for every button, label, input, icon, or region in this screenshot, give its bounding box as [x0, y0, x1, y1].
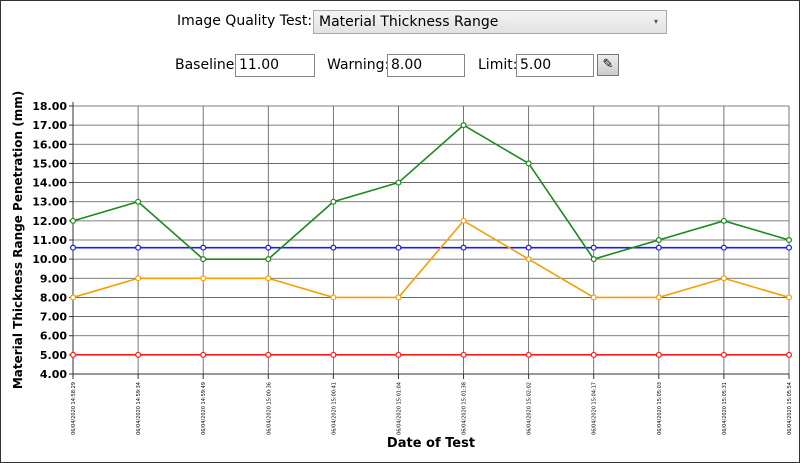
y-tick-label: 17.00 [32, 119, 67, 132]
data-point-limit [655, 351, 662, 358]
chevron-down-icon: ▾ [653, 17, 658, 26]
data-point-secondary [720, 275, 727, 282]
data-point-secondary [395, 294, 402, 301]
data-point-limit [69, 351, 76, 358]
iqt-label: Image Quality Test: [177, 13, 313, 29]
data-point-baseline [200, 244, 207, 251]
baseline-input[interactable]: 11.00 [235, 54, 315, 77]
iqt-select[interactable]: Material Thickness Range ▾ [313, 10, 667, 34]
x-tick-label: 06/04/2020 15:00:36 [266, 382, 272, 435]
data-point-secondary [525, 256, 532, 263]
data-point-measured [69, 217, 76, 224]
y-tick-label: 12.00 [32, 215, 67, 228]
data-point-measured [330, 198, 337, 205]
data-point-limit [330, 351, 337, 358]
warning-label: Warning: [327, 57, 390, 73]
limit-input[interactable]: 5.00 [516, 54, 594, 77]
x-tick-label: 06/04/2020 15:05:31 [722, 382, 728, 435]
y-tick-label: 7.00 [40, 311, 67, 324]
data-point-limit [200, 351, 207, 358]
iqt-value: Material Thickness Range [319, 14, 499, 30]
data-point-baseline [785, 244, 792, 251]
x-tick-label: 06/04/2020 15:05:03 [657, 382, 663, 435]
data-point-baseline [720, 244, 727, 251]
y-tick-label: 11.00 [32, 234, 67, 247]
x-tick-label: 06/04/2020 15:01:04 [396, 382, 402, 435]
pencil-icon: ✎ [602, 57, 614, 72]
data-point-measured [525, 160, 532, 167]
x-tick-label: 06/04/2020 14:59:49 [201, 382, 207, 435]
data-point-secondary [265, 275, 272, 282]
x-tick-label: 06/04/2020 14:58:29 [71, 382, 77, 435]
data-point-secondary [330, 294, 337, 301]
data-point-measured [655, 237, 662, 244]
data-point-baseline [525, 244, 532, 251]
data-point-secondary [785, 294, 792, 301]
x-tick-label: 06/04/2020 14:59:34 [136, 382, 142, 435]
data-point-secondary [655, 294, 662, 301]
y-tick-label: 5.00 [40, 349, 67, 362]
y-tick-label: 18.00 [32, 100, 67, 113]
x-tick-label: 06/04/2020 15:00:41 [331, 382, 337, 435]
data-point-baseline [135, 244, 142, 251]
series-line-secondary [72, 219, 790, 299]
data-point-baseline [395, 244, 402, 251]
y-tick-label: 16.00 [32, 138, 67, 151]
data-point-measured [135, 198, 142, 205]
y-tick-label: 4.00 [40, 368, 67, 381]
x-tick-label: 06/04/2020 15:04:17 [592, 382, 598, 435]
data-point-measured [720, 217, 727, 224]
data-point-measured [395, 179, 402, 186]
data-point-limit [525, 351, 532, 358]
warning-input[interactable]: 8.00 [387, 54, 465, 77]
data-point-baseline [69, 244, 76, 251]
series-line-measured [72, 124, 790, 261]
baseline-label: Baseline: [175, 57, 240, 73]
y-tick-label: 6.00 [40, 330, 67, 343]
data-point-baseline [330, 244, 337, 251]
x-tick-label: 06/04/2020 15:05:54 [787, 382, 793, 435]
y-tick-label: 15.00 [32, 157, 67, 170]
data-point-limit [265, 351, 272, 358]
data-point-limit [460, 351, 467, 358]
x-tick-label: 06/04/2020 15:02:02 [527, 382, 533, 435]
x-tick-label: 06/04/2020 15:01:38 [462, 382, 468, 435]
data-point-baseline [265, 244, 272, 251]
data-point-limit [135, 351, 142, 358]
data-point-secondary [590, 294, 597, 301]
edit-button[interactable]: ✎ [597, 54, 619, 76]
data-point-measured [590, 256, 597, 263]
data-point-baseline [460, 244, 467, 251]
y-axis-title: Material Thickness Range Penetration (mm… [11, 91, 25, 389]
data-point-limit [395, 351, 402, 358]
limit-label: Limit: [478, 57, 518, 73]
data-point-secondary [460, 217, 467, 224]
data-point-limit [785, 351, 792, 358]
x-axis-title: Date of Test [387, 436, 475, 451]
data-point-secondary [135, 275, 142, 282]
data-point-limit [720, 351, 727, 358]
y-tick-label: 9.00 [40, 272, 67, 285]
data-point-secondary [69, 294, 76, 301]
y-tick-label: 13.00 [32, 196, 67, 209]
data-point-measured [460, 122, 467, 129]
data-point-measured [785, 237, 792, 244]
data-point-baseline [590, 244, 597, 251]
y-tick-label: 14.00 [32, 177, 67, 190]
y-tick-label: 8.00 [40, 291, 67, 304]
data-point-limit [590, 351, 597, 358]
data-point-measured [265, 256, 272, 263]
data-point-measured [200, 256, 207, 263]
data-point-secondary [200, 275, 207, 282]
data-point-baseline [655, 244, 662, 251]
y-tick-label: 10.00 [32, 253, 67, 266]
